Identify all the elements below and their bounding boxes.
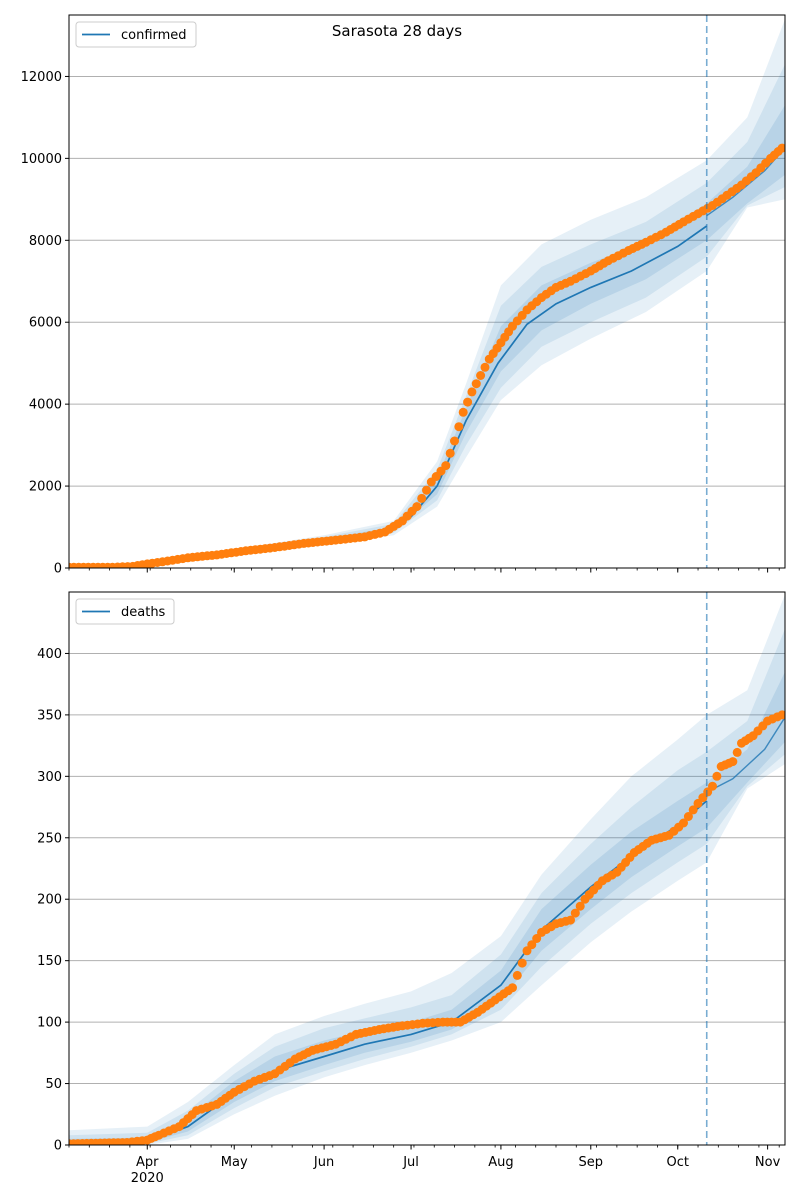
observed-point [412,502,422,512]
observed-point [532,934,542,943]
observed-point [450,436,459,446]
y-tick-label: 300 [37,770,62,785]
axes-frame [68,14,786,569]
legend: deaths [75,598,175,625]
observed-point [708,781,717,791]
y-tick-label: 0 [54,562,62,577]
legend-label: confirmed [121,28,187,43]
y-tick-label: 8000 [29,234,62,249]
chart-title: Sarasota 28 days [332,22,462,40]
band-95 [69,594,785,1145]
observed-point [575,901,585,911]
observed-point [517,958,527,968]
observed-point [441,461,451,471]
x-tick-year-label: 2020 [131,1171,164,1186]
observed-point [728,757,738,767]
observed-point [458,407,468,417]
observed-point [422,485,431,495]
observed-point [522,946,532,956]
x-tick-label: May [221,1155,248,1170]
x-tick-label: Nov [755,1155,781,1170]
y-tick-label: 200 [37,893,62,908]
y-tick-label: 250 [37,831,62,846]
observed-point [512,970,522,980]
x-tick-label: Sep [579,1155,604,1170]
plot-area [69,19,785,568]
observed-point [688,805,698,815]
y-tick-label: 100 [37,1016,62,1031]
observed-point [527,940,537,950]
band-95 [69,19,785,568]
band-80 [69,628,785,1145]
y-tick-label: 150 [37,954,62,969]
confirmed-panel: 0 2000 4000 6000 8000 10000 12000 confirmed [21,14,786,577]
observed-point [679,818,688,828]
y-tick-label: 12000 [21,70,62,85]
observed-point [683,812,693,821]
observed-point [417,493,427,503]
y-tick-label: 350 [37,708,62,723]
x-tick-label: Oct [667,1155,689,1170]
observed-point [454,422,464,432]
y-tick-label: 10000 [21,152,62,167]
x-tick-label: Jun [313,1155,334,1170]
observed-point [508,983,517,993]
y-tick-label: 50 [45,1077,62,1092]
x-tick-label: Jul [402,1155,419,1170]
observed-point [732,747,742,757]
plot-area [69,594,785,1145]
projection-line [706,716,785,793]
x-tick-label: Aug [488,1155,513,1170]
legend-box [75,598,175,625]
y-tick-label: 400 [37,647,62,662]
observed-point [777,710,785,720]
observed-point [777,143,785,153]
observed-point [471,379,481,389]
y-tick-label: 6000 [29,316,62,331]
observed-point [570,908,580,918]
legend-box [75,21,197,48]
observed-point [566,915,575,925]
y-tick-label: 0 [54,1139,62,1154]
observed-point [476,371,486,380]
observed-point [467,387,477,397]
y-tick-label: 4000 [29,398,62,413]
y-tick-label: 2000 [29,480,62,495]
observed-point [463,397,473,407]
x-tick-label: Apr [136,1155,159,1170]
observed-point [712,771,722,781]
axes-frame [68,591,786,1146]
legend: confirmed [75,21,197,48]
observed-point [445,448,455,458]
observed-point [480,362,490,372]
legend-label: deaths [121,605,166,620]
